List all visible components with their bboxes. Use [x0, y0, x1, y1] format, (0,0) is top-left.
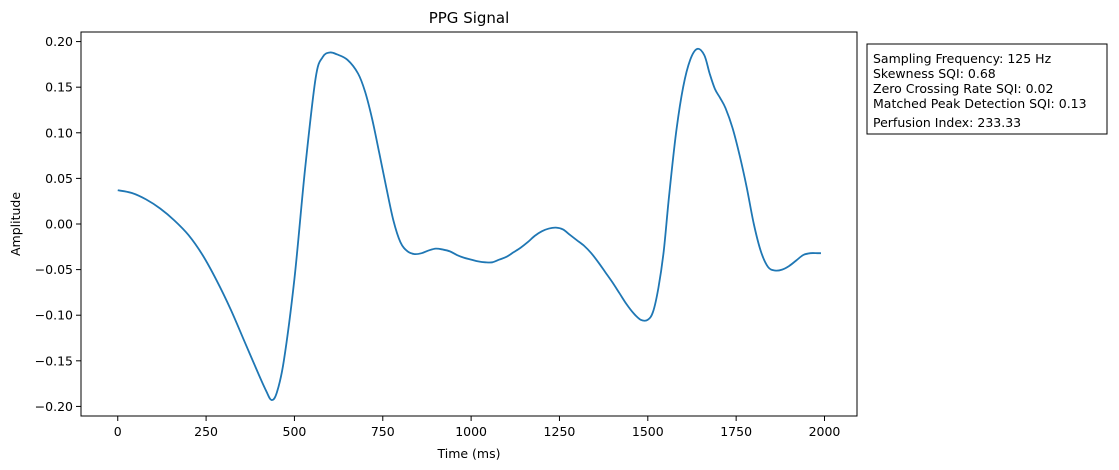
x-axis-ticks: 0 250 500 750 1000 1250 1500 1750 2000: [114, 416, 841, 439]
x-tick-label: 1000: [455, 424, 487, 439]
x-tick-label: 250: [194, 424, 218, 439]
x-tick-label: 2000: [809, 424, 841, 439]
x-tick-label: 1750: [720, 424, 752, 439]
info-line-zero-crossing-rate-sqi: Zero Crossing Rate SQI: 0.02: [873, 81, 1053, 96]
chart-title: PPG Signal: [429, 9, 510, 27]
y-tick-label: 0.10: [45, 125, 73, 140]
y-tick-label: 0.20: [45, 34, 73, 49]
metrics-info-box: Sampling Frequency: 125 Hz Skewness SQI:…: [866, 43, 1108, 135]
info-line-sampling-frequency: Sampling Frequency: 125 Hz: [873, 51, 1052, 66]
y-tick-label: −0.10: [35, 308, 73, 323]
info-line-skewness-sqi: Skewness SQI: 0.68: [873, 66, 996, 81]
x-tick-label: 1250: [544, 424, 576, 439]
info-box-frame: [866, 43, 1108, 135]
x-tick-label: 1500: [632, 424, 664, 439]
y-tick-label: −0.20: [35, 399, 73, 414]
y-tick-label: −0.05: [35, 262, 73, 277]
series-layer: [117, 47, 821, 401]
y-tick-label: −0.15: [35, 353, 73, 368]
info-line-matched-peak-detection-sqi: Matched Peak Detection SQI: 0.13: [873, 96, 1087, 111]
y-axis-ticks: 0.20 0.15 0.10 0.05 0.00 −0.05 −0.10 −0.15 −0.20: [35, 34, 81, 414]
y-tick-label: 0.00: [45, 217, 73, 232]
x-tick-label: 500: [283, 424, 307, 439]
x-axis-title: Time (ms): [436, 446, 500, 461]
axes-frame: [80, 31, 858, 417]
y-tick-label: 0.05: [45, 171, 73, 186]
plot-area: 0 250 500 750 1000 1250 1500 1750 2000 0.200.150…: [35, 31, 858, 439]
ppg-signal-line: [117, 47, 821, 401]
info-line-perfusion-index: Perfusion Index: 233.33: [873, 115, 1021, 130]
x-tick-label: 0: [114, 424, 122, 439]
y-axis-title: Amplitude: [8, 192, 23, 256]
y-tick-label: 0.15: [45, 80, 73, 95]
x-tick-label: 750: [371, 424, 395, 439]
